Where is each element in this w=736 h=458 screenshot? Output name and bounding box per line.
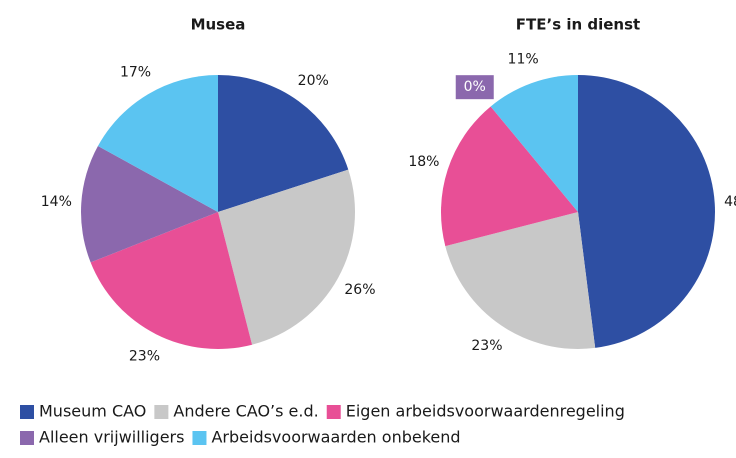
data-label: 48% <box>724 194 736 210</box>
data-label: 20% <box>298 73 329 89</box>
data-label: 0% <box>464 79 486 95</box>
legend-label: Eigen arbeidsvoorwaardenregeling <box>346 402 625 421</box>
data-label: 11% <box>508 52 539 68</box>
legend-label: Arbeidsvoorwaarden onbekend <box>211 428 460 447</box>
chart-title: FTE’s in dienst <box>516 16 640 34</box>
legend-swatch <box>192 431 207 445</box>
pie-slice <box>490 75 578 212</box>
pie-slice <box>218 75 349 212</box>
legend-swatch <box>20 431 34 445</box>
legend-label: Museum CAO <box>39 402 146 421</box>
pie-slice <box>90 212 253 349</box>
legend-swatch <box>20 405 34 419</box>
legend-swatch <box>154 405 169 419</box>
data-label: 26% <box>344 282 375 298</box>
legend-label: Andere CAO’s e.d. <box>173 402 318 421</box>
data-label: 18% <box>408 154 439 170</box>
data-label: 23% <box>471 338 502 354</box>
data-label: 14% <box>41 194 72 210</box>
data-label: 23% <box>129 348 160 364</box>
pie-slice <box>578 75 715 348</box>
pie-slice <box>445 212 596 349</box>
label-badge <box>455 75 494 100</box>
pie-slice <box>218 169 355 345</box>
chart-title: Musea <box>191 16 246 34</box>
pie-slice <box>81 145 218 263</box>
pie-slice <box>441 106 578 247</box>
legend-swatch <box>326 405 341 419</box>
data-label: 17% <box>120 65 151 81</box>
pie-slice <box>97 75 218 212</box>
legend-label: Alleen vrijwilligers <box>39 428 184 447</box>
